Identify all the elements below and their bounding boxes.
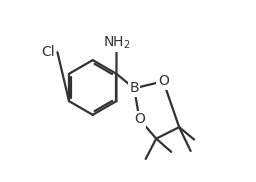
Text: B: B [129,81,139,95]
Text: NH$_2$: NH$_2$ [103,34,130,51]
Text: O: O [158,74,169,88]
Text: O: O [134,112,145,126]
Text: Cl: Cl [41,45,55,59]
